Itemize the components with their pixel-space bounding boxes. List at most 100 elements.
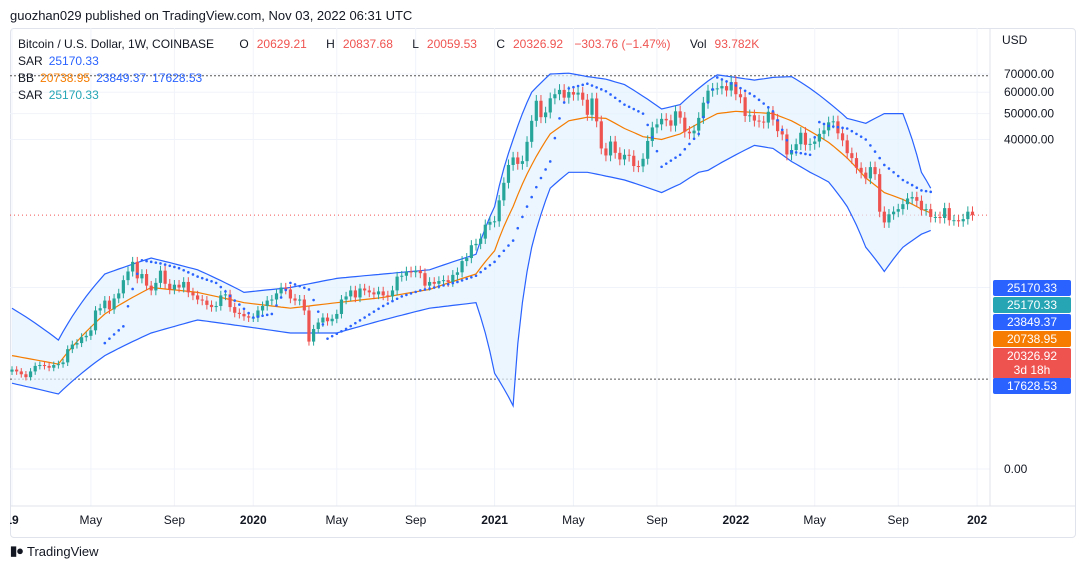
candle-body [762, 121, 766, 123]
tradingview-brand[interactable]: ▮● TradingView [10, 543, 99, 559]
low-value: 20059.53 [426, 37, 477, 51]
sar-dot [576, 84, 580, 88]
sar-dot [544, 168, 547, 171]
candle-body [144, 274, 149, 286]
sar-dot [674, 156, 677, 159]
candle-body [390, 290, 395, 297]
sar-dot [525, 205, 529, 208]
candle-body [576, 92, 580, 95]
candle-body [33, 365, 37, 372]
candle-body [799, 132, 803, 145]
legend-ohlc-row: Bitcoin / U.S. Dollar, 1W, COINBASE O 206… [18, 37, 760, 51]
sar-dot [214, 281, 218, 285]
candle-body [15, 369, 19, 372]
candle-body [933, 216, 937, 218]
candle-body [200, 299, 204, 301]
candle-body [312, 328, 316, 342]
candle-body [223, 294, 228, 296]
sar-dot [660, 165, 663, 169]
candle-body [915, 197, 919, 201]
candle-body [590, 98, 594, 115]
candle-body [386, 295, 390, 297]
price-badge: 25170.33 [993, 280, 1071, 296]
candle-body [293, 298, 297, 301]
candle-body [581, 92, 585, 100]
candle-body [650, 127, 654, 141]
sar-dot [878, 156, 881, 160]
legend-sar2-row[interactable]: SAR 25170.33 [18, 88, 99, 102]
bb-lower-value: 17628.53 [152, 71, 203, 85]
sar-dot [238, 303, 241, 306]
x-tick-label: 202 [967, 513, 987, 527]
legend-sar1-row[interactable]: SAR 25170.33 [18, 54, 99, 68]
candle-body [627, 154, 631, 156]
candle-body [544, 112, 548, 118]
candle-body [465, 258, 469, 262]
sar-dot [920, 189, 923, 192]
sar-dot [265, 313, 269, 317]
candle-body [952, 220, 956, 222]
sar-dot [340, 330, 343, 333]
sar-dot [335, 332, 339, 336]
bb-lower-line [11, 144, 931, 408]
sar-dot [711, 88, 714, 91]
symbol-title: Bitcoin / U.S. Dollar, 1W, COINBASE [18, 37, 215, 51]
sar-dot [386, 302, 390, 305]
candle-body [553, 94, 557, 99]
sar-dot [117, 329, 121, 332]
sar-dot [479, 270, 482, 274]
sar-dot [409, 292, 413, 295]
sar-dot [367, 313, 371, 316]
candle-body [28, 371, 33, 378]
sar-dot [377, 307, 380, 311]
candle-body [381, 291, 385, 296]
sar-dot [535, 185, 538, 189]
legend-bb-row[interactable]: BB 20738.95 23849.37 17628.53 [18, 71, 203, 85]
candle-body [516, 157, 520, 164]
sar-dot [145, 259, 148, 263]
price-chart[interactable]: 70000.0060000.0050000.0040000.0010000.00… [10, 28, 1076, 538]
candle-body [339, 299, 344, 314]
sar-dot [757, 98, 761, 102]
sar-dot [887, 167, 891, 170]
sar-dot [683, 147, 687, 151]
sar-dot [270, 312, 274, 316]
candle-body [715, 88, 719, 90]
sar-dot [808, 153, 812, 157]
sar-dot [112, 333, 116, 336]
candle-body [548, 98, 552, 113]
price-badge: 17628.53 [993, 378, 1071, 394]
candle-body [321, 317, 325, 323]
sar-dot [581, 83, 585, 87]
candle-body [752, 115, 756, 121]
sar-dot [168, 264, 172, 268]
candle-body [483, 224, 487, 239]
candle-body [191, 292, 195, 296]
candle-body [924, 209, 928, 211]
candle-body [669, 120, 673, 126]
candle-body [599, 121, 603, 149]
candle-body [302, 299, 306, 311]
sar-dot [182, 268, 185, 272]
sar-dot [669, 159, 673, 162]
sar-dot [196, 275, 199, 278]
candle-body [75, 343, 79, 345]
publish-line: guozhan029 published on TradingView.com,… [10, 8, 413, 23]
sar-dot [451, 281, 455, 285]
sar-dot [901, 178, 905, 182]
sar-dot [344, 327, 348, 331]
sar-dot [108, 337, 111, 340]
sar-dot [391, 299, 394, 303]
sar-dot [497, 254, 501, 258]
candle-body [892, 211, 896, 215]
candle-body [868, 167, 872, 179]
candle-body [743, 97, 747, 116]
sar-dot [678, 153, 682, 157]
sar-dot [762, 102, 765, 105]
sar-dot [590, 84, 594, 87]
sar-dot [850, 129, 854, 133]
x-tick-label: 2022 [722, 513, 749, 527]
candle-body [850, 153, 854, 159]
sar-dot [864, 138, 868, 141]
candle-body [182, 281, 186, 288]
